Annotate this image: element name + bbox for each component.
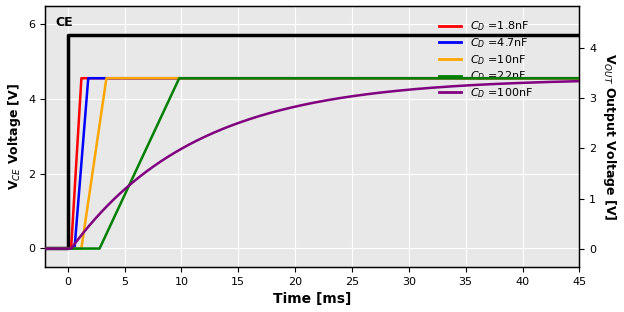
Y-axis label: V$_{OUT}$ Output Voltage [V]: V$_{OUT}$ Output Voltage [V] xyxy=(602,52,618,220)
X-axis label: Time [ms]: Time [ms] xyxy=(273,292,351,306)
Y-axis label: V$_{CE}$ Voltage [V]: V$_{CE}$ Voltage [V] xyxy=(6,83,22,190)
Text: CE: CE xyxy=(56,16,73,29)
Legend: $C_D$ =1.8nF, $C_D$ =4.7nF, $C_D$ =10nF, $C_D$ =22nF, $C_D$ =100nF: $C_D$ =1.8nF, $C_D$ =4.7nF, $C_D$ =10nF,… xyxy=(436,16,537,103)
